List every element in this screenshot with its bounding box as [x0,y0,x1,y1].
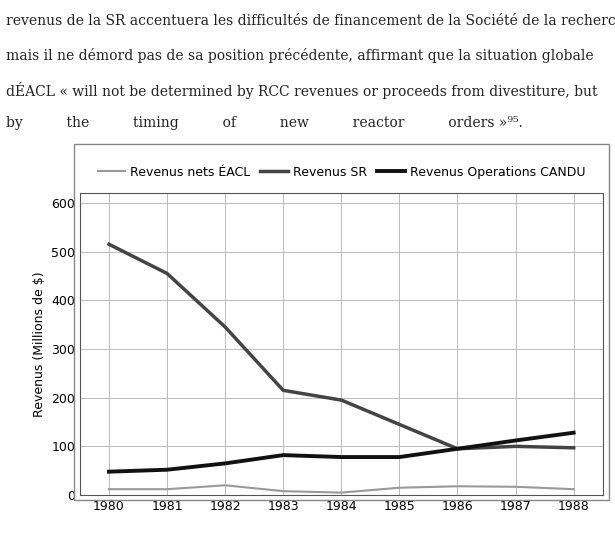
Revenus nets ÉACL [105,486,113,492]
Revenus Operations CANDU [280,452,287,459]
Revenus nets ÉACL [221,482,229,489]
Text: dÉACL « will not be determined by RCC revenues or proceeds from divestiture, but: dÉACL « will not be determined by RCC re… [6,82,598,99]
Y-axis label: Revenus (Millions de $): Revenus (Millions de $) [33,271,46,417]
Revenus nets ÉACL [280,488,287,494]
Revenus SR [221,324,229,330]
Revenus Operations CANDU [454,446,461,452]
Line: Revenus Operations CANDU: Revenus Operations CANDU [109,432,574,472]
Revenus Operations CANDU [105,468,113,475]
Revenus SR [454,446,461,452]
Text: revenus de la SR accentuera les difficultés de financement de la Société de la r: revenus de la SR accentuera les difficul… [6,14,615,28]
Revenus nets ÉACL [395,485,403,491]
Revenus SR [395,421,403,428]
Revenus SR [570,444,577,451]
Revenus Operations CANDU [221,460,229,467]
Revenus Operations CANDU [395,454,403,460]
Revenus Operations CANDU [164,466,171,473]
Revenus SR [338,397,345,403]
Revenus nets ÉACL [164,486,171,492]
Revenus Operations CANDU [570,429,577,436]
Revenus nets ÉACL [338,490,345,496]
Text: mais il ne démord pas de sa position précédente, affirmant que la situation glob: mais il ne démord pas de sa position pré… [6,48,593,63]
Revenus Operations CANDU [338,454,345,460]
Legend: Revenus nets ÉACL, Revenus SR, Revenus Operations CANDU: Revenus nets ÉACL, Revenus SR, Revenus O… [93,161,590,184]
Revenus nets ÉACL [512,484,519,490]
Line: Revenus SR: Revenus SR [109,244,574,449]
Revenus Operations CANDU [512,437,519,444]
Revenus nets ÉACL [454,483,461,490]
Line: Revenus nets ÉACL: Revenus nets ÉACL [109,485,574,493]
Revenus SR [280,387,287,394]
Revenus SR [512,443,519,449]
Revenus SR [164,270,171,277]
Revenus nets ÉACL [570,486,577,492]
Text: by          the          timing          of          new          reactor       : by the timing of new reactor [6,116,523,131]
Revenus SR [105,241,113,248]
